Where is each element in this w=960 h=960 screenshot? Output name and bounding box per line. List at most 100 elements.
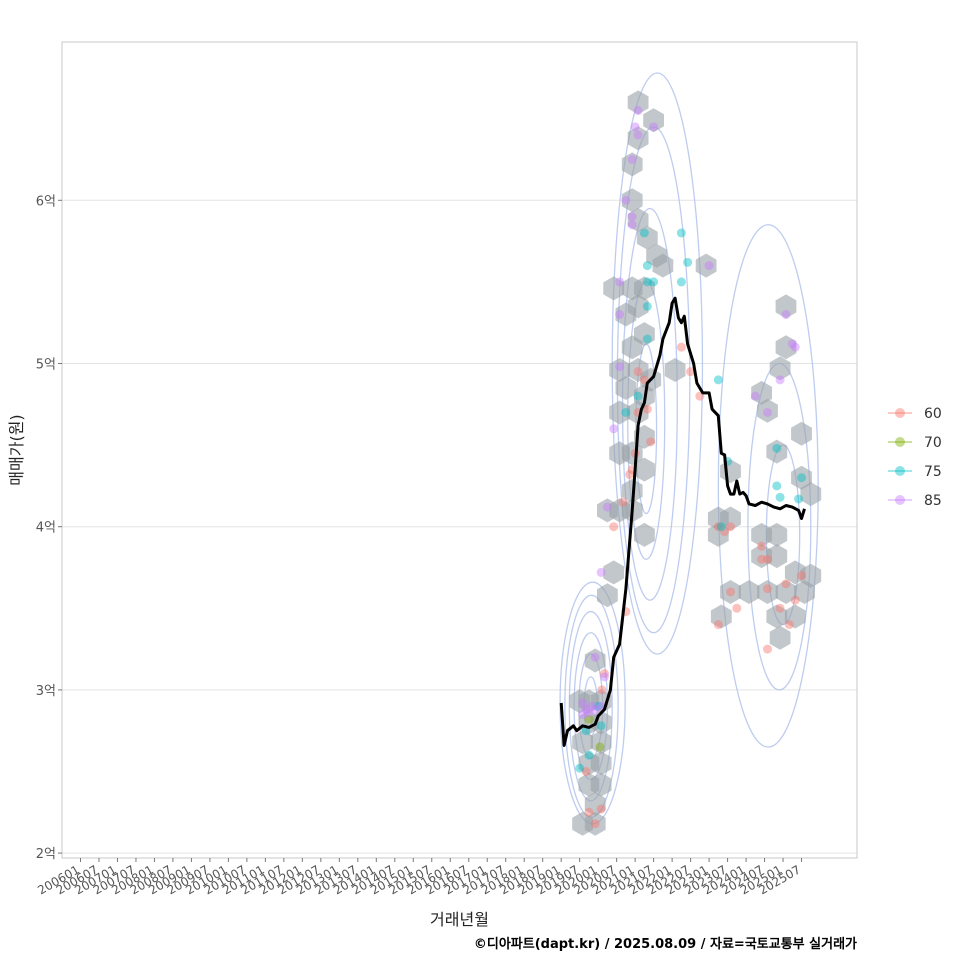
hexbin-cell: [751, 380, 772, 405]
legend-label: 60: [924, 406, 942, 422]
hexbin-cell: [590, 772, 612, 797]
y-tick-label: 5억: [36, 358, 56, 373]
point-60: [757, 541, 767, 551]
point-85: [590, 704, 600, 714]
scatter-points: [575, 106, 807, 829]
point-60: [726, 587, 736, 597]
point-70: [595, 742, 605, 752]
hexbin-cell: [584, 792, 606, 817]
point-75: [676, 277, 686, 287]
point-85: [627, 155, 637, 165]
hexbin-cell: [720, 506, 741, 531]
point-60: [599, 669, 609, 679]
hexbin-cell: [643, 108, 664, 133]
plot-background: [62, 42, 857, 858]
point-75: [676, 228, 686, 238]
plot-border: [61, 41, 858, 859]
hexbin-cell: [766, 522, 788, 547]
hexbin-cell: [621, 152, 643, 177]
point-60: [726, 522, 736, 532]
point-85: [590, 652, 600, 662]
point-75: [642, 334, 652, 344]
point-60: [790, 595, 800, 605]
point-75: [575, 763, 585, 773]
point-60: [646, 437, 656, 447]
hexbin-cell: [590, 710, 612, 735]
hexbin-cell: [775, 294, 797, 319]
legend-label: 85: [924, 493, 942, 509]
point-60: [757, 554, 767, 564]
hexbin-cell: [766, 604, 788, 629]
point-85: [633, 106, 643, 116]
point-60: [676, 342, 686, 352]
y-tick-label: 2억: [36, 847, 56, 862]
hexbin-cell: [615, 376, 637, 400]
point-85: [587, 701, 597, 711]
hexbin-cell: [695, 253, 717, 278]
legend-key-dot: [895, 495, 905, 505]
hexbin-cell: [791, 421, 812, 446]
point-85: [596, 567, 606, 577]
hexbin-cell: [769, 625, 791, 650]
hexbin-cell: [634, 457, 655, 482]
legend-key-dot: [895, 408, 905, 418]
legend: 60 70 75 85: [888, 406, 942, 509]
point-85: [630, 122, 640, 132]
hexbin-cell: [627, 90, 649, 115]
hexbin-cell: [664, 358, 686, 382]
point-60: [609, 522, 619, 532]
point-60: [642, 404, 652, 414]
point-60: [596, 804, 606, 814]
point-85: [578, 698, 588, 708]
point-75: [621, 407, 631, 417]
point-85: [599, 672, 609, 682]
y-axis-title: 매매가(원): [7, 414, 26, 485]
point-60: [686, 367, 696, 377]
point-85: [584, 708, 594, 718]
point-60: [597, 685, 607, 695]
point-85: [602, 502, 612, 512]
legend-key-dot: [895, 437, 905, 447]
point-85: [615, 310, 625, 320]
hexbin-cell: [652, 253, 674, 278]
point-60: [633, 367, 643, 377]
y-axis: 2억 3억 4억 5억 6억: [36, 194, 62, 862]
point-75: [642, 301, 652, 311]
point-75: [593, 701, 603, 711]
hexbin-cell: [766, 439, 788, 464]
point-85: [775, 375, 785, 385]
hexbin-cell: [621, 188, 643, 213]
hexbin-cell: [634, 522, 655, 547]
hexbin-cell: [769, 356, 791, 381]
hexbin-cell: [603, 560, 625, 585]
hexbin-cell: [609, 400, 630, 425]
point-75: [639, 228, 649, 238]
point-60: [732, 603, 742, 613]
point-70: [584, 714, 594, 724]
point-85: [763, 407, 773, 417]
point-60: [775, 603, 785, 613]
hexbin-cell: [775, 580, 797, 604]
y-tick-label: 3억: [36, 684, 56, 699]
point-85: [615, 362, 625, 372]
point-85: [704, 261, 714, 271]
point-60: [763, 584, 773, 594]
point-60: [784, 620, 794, 630]
point-75: [794, 494, 804, 504]
point-60: [713, 620, 723, 630]
hexbin-cell: [584, 811, 606, 836]
hexbin-cell: [627, 126, 649, 151]
point-60: [584, 807, 594, 817]
point-75: [649, 277, 659, 287]
point-75: [633, 391, 643, 401]
hexbin-cell: [590, 751, 612, 776]
point-75: [596, 721, 606, 731]
hexbin-cell: [707, 522, 729, 547]
hexbin-cell: [775, 335, 797, 360]
density-contour: [717, 224, 819, 748]
hexbin-cell: [584, 648, 606, 673]
hexbin-cell: [794, 580, 815, 604]
point-75: [772, 443, 782, 453]
hexbin-cell: [766, 544, 788, 569]
